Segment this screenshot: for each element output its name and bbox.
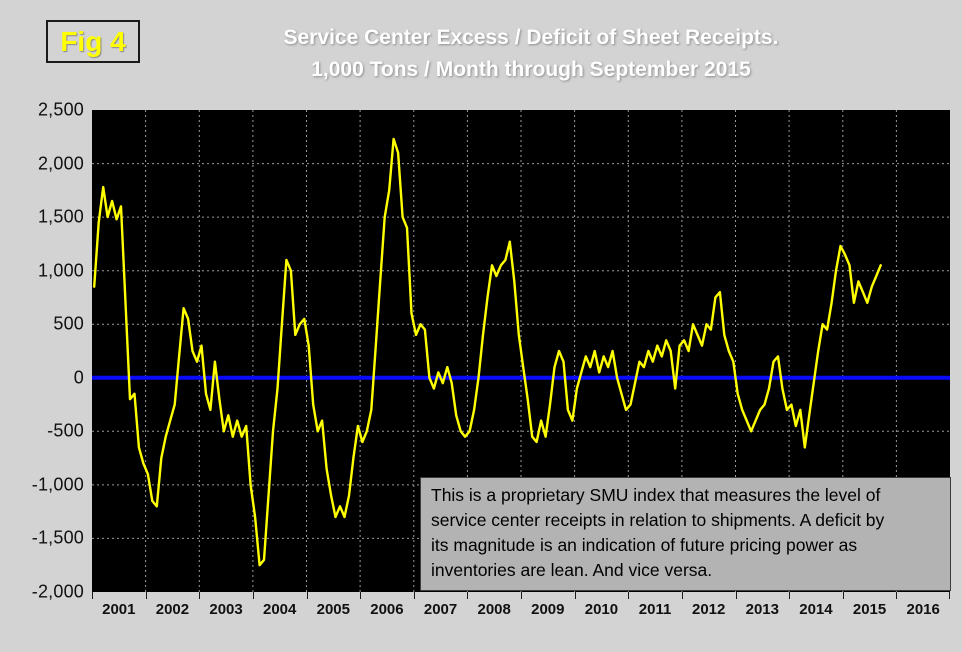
x-axis-tick [681,592,683,599]
annotation-line-1: This is a proprietary SMU index that mea… [431,485,881,505]
x-axis-tick [252,592,254,599]
x-axis-label: 2001 [102,601,136,618]
x-axis-tick [628,592,630,599]
x-axis-label: 2004 [263,601,297,618]
x-axis-label: 2014 [799,601,833,618]
x-axis-tick [842,592,844,599]
figure-label: Fig 4 [46,20,140,63]
x-axis-label: 2008 [477,601,511,618]
x-axis-tick [306,592,308,599]
annotation-line-3: its magnitude is an indication of future… [431,534,858,555]
x-axis-tick [199,592,201,599]
y-axis-label: 2,000 [37,153,84,174]
x-axis-label: 2015 [852,601,887,618]
x-axis-tick [413,592,415,599]
y-axis-label: 2,500 [37,99,84,120]
annotation-line-2: service center receipts in relation to s… [431,509,885,530]
y-axis-label: 1,500 [37,206,84,227]
x-axis-label: 2013 [745,601,779,618]
annotation-box: This is a proprietary SMU index that mea… [420,477,951,592]
x-axis-label: 2010 [584,601,619,618]
x-axis-tick [145,592,147,599]
chart-title: Service Center Excess / Deficit of Sheet… [150,22,912,85]
x-axis-tick [896,592,898,599]
y-axis-label: -500 [47,420,84,441]
chart-title-line1: Service Center Excess / Deficit of Sheet… [283,26,779,49]
x-axis-tick [949,592,950,599]
y-axis-label: 0 [73,367,84,388]
x-axis-tick [360,592,362,599]
x-axis-label: 2002 [155,601,190,618]
x-axis-tick [467,592,469,599]
y-axis-label: 1,000 [37,260,84,281]
x-axis: 2001 2002 2003 2004 2005 2006 2007 2008 2009 2010… [92,592,950,640]
x-axis-label: 2006 [370,601,404,618]
x-axis-label: 2007 [423,601,458,618]
chart-title-line2: 1,000 Tons / Month through September 201… [311,57,751,81]
y-axis-label: -1,500 [31,527,84,548]
x-axis-label: 2003 [209,601,243,618]
data-line [93,137,882,567]
y-axis-label: -1,000 [31,474,84,495]
x-axis-label: 2005 [316,601,350,618]
annotation-line-4: inventories are lean. And vice versa. [431,559,713,580]
x-axis-label: 2016 [906,601,940,618]
y-axis-label: 500 [53,313,84,334]
x-axis-tick [735,592,737,599]
x-axis-tick [574,592,576,599]
y-axis-label: -2,000 [31,581,84,602]
x-axis-tick [92,592,93,599]
x-axis-tick [521,592,522,599]
x-axis-label: 2011 [638,601,672,618]
x-axis-label: 2012 [692,601,726,618]
x-axis-label: 2009 [531,601,565,618]
x-axis-tick [789,592,791,599]
